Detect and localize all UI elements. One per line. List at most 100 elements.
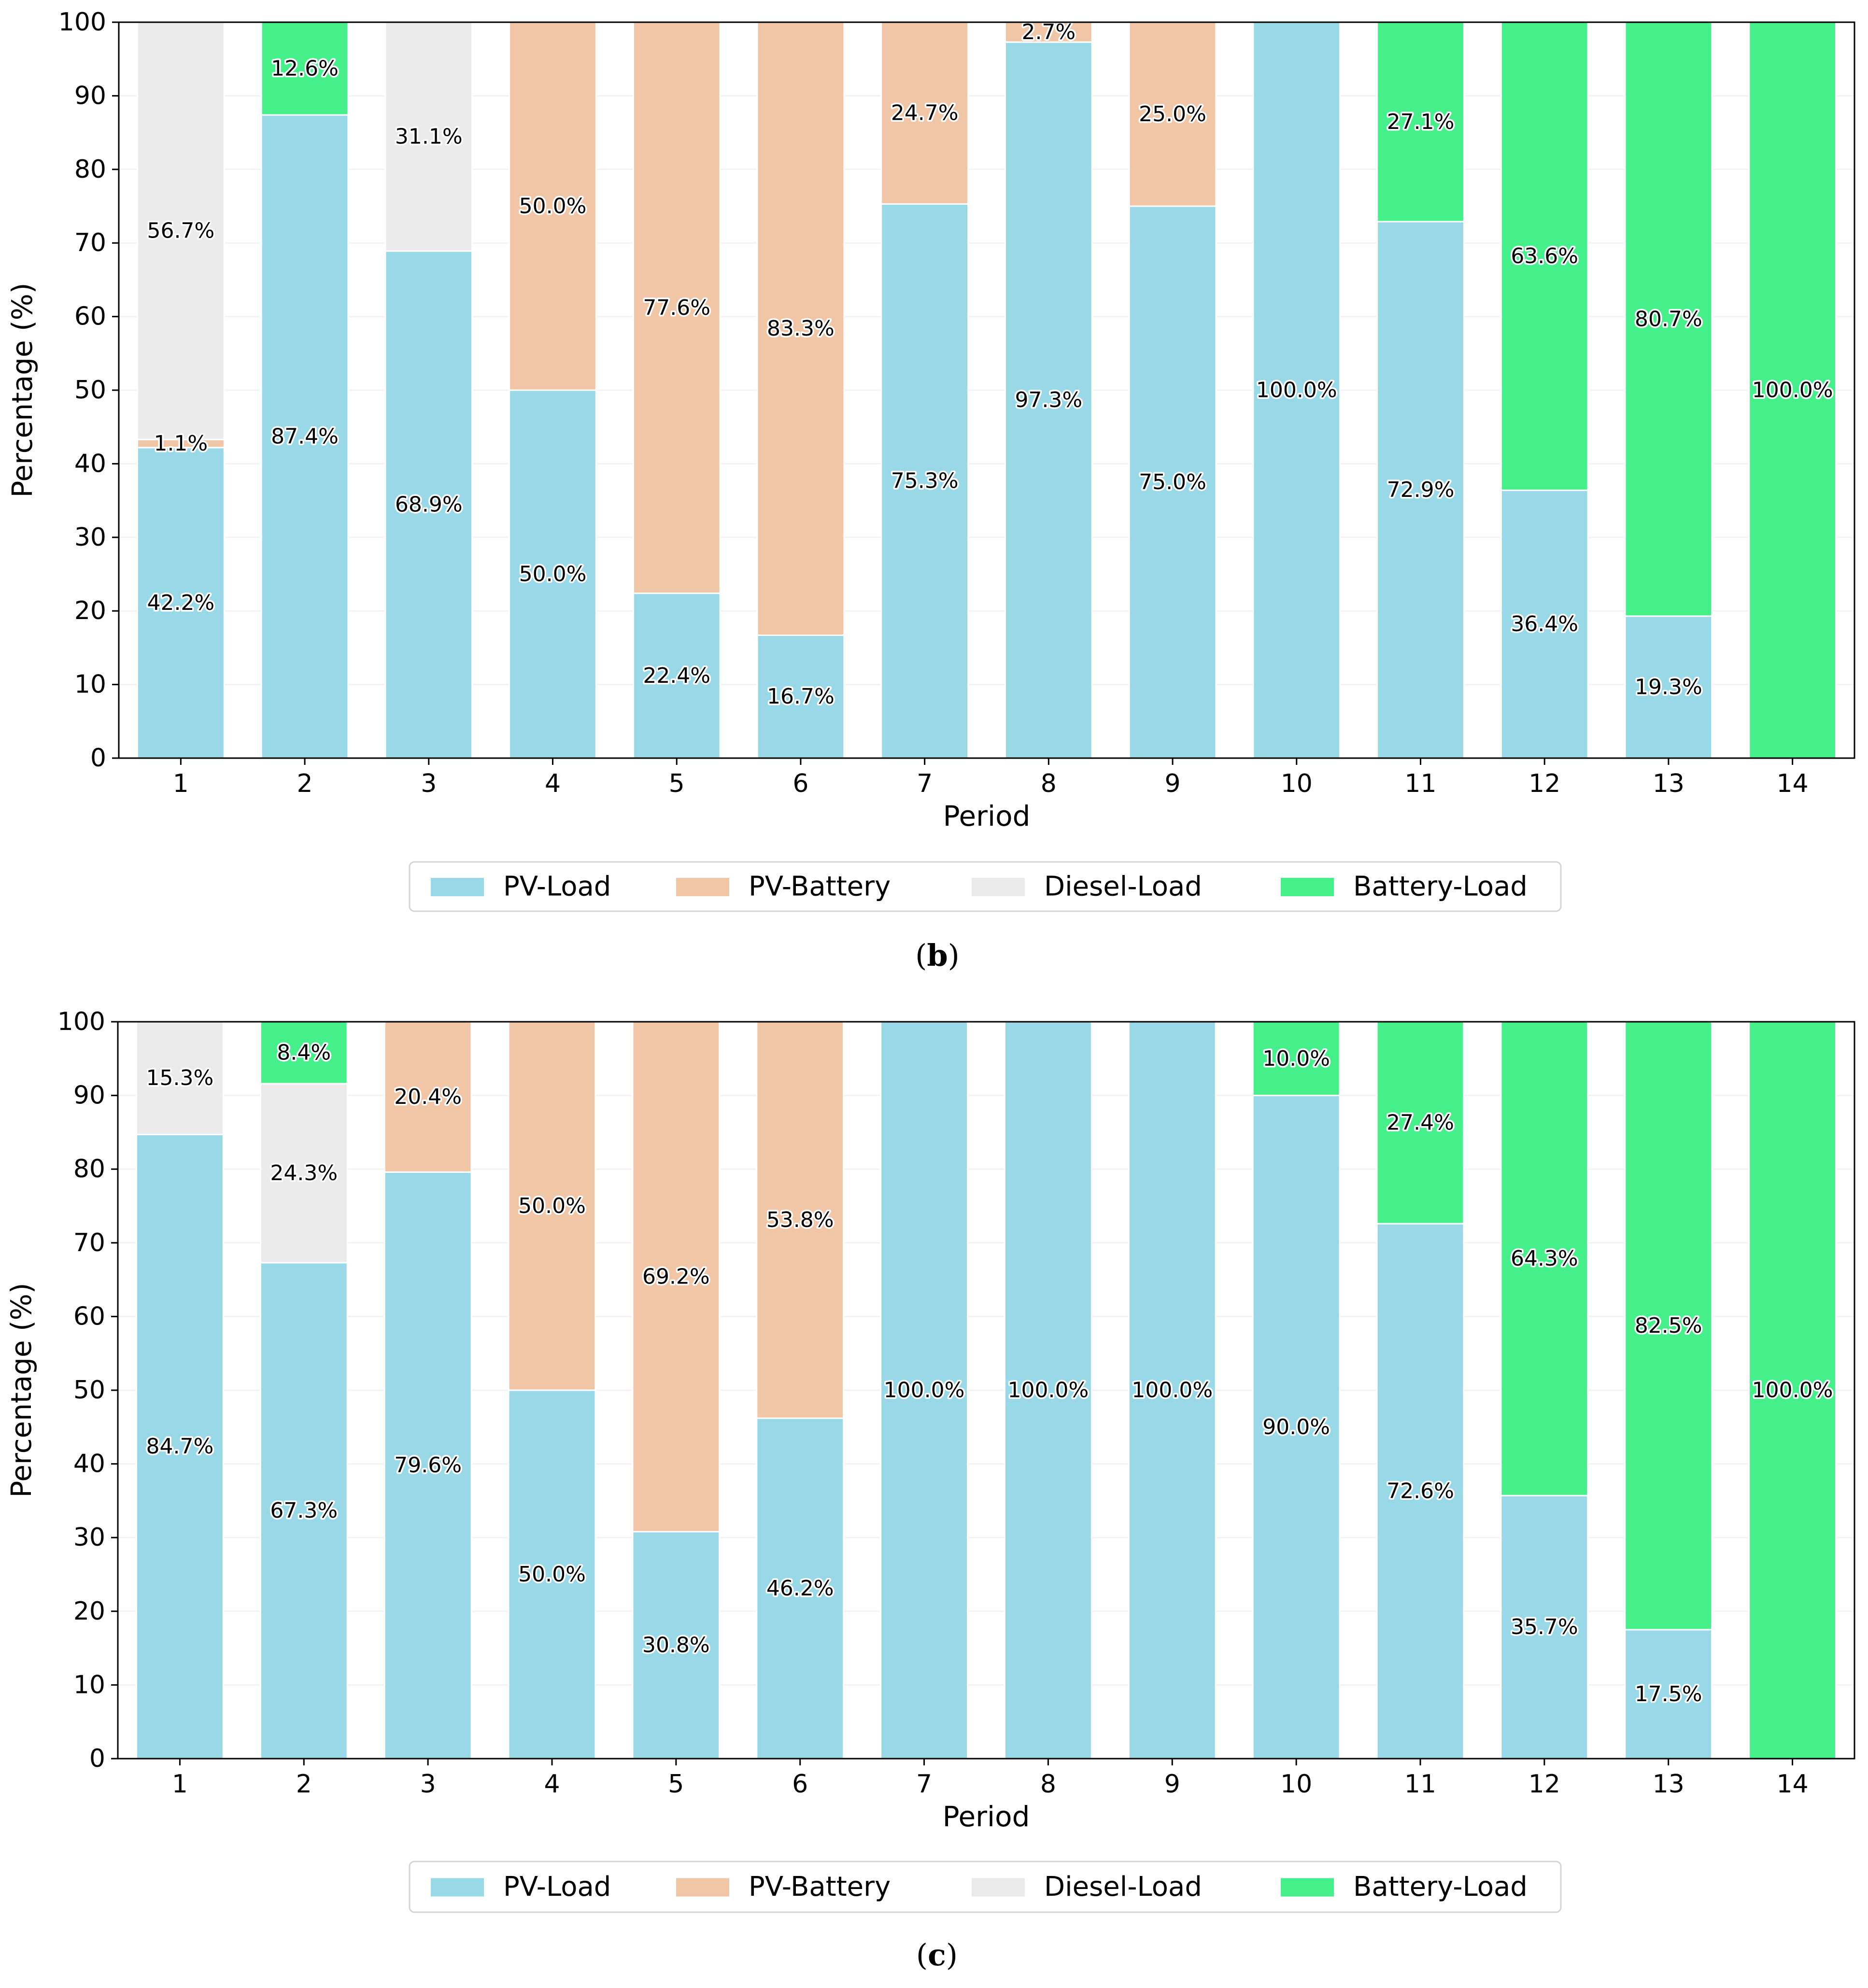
legend-item-diesel-load[interactable]: Diesel-Load — [972, 871, 1202, 902]
bar-pv-load-period-8[interactable] — [1004, 1021, 1092, 1760]
y-tick-label: 40 — [73, 1450, 105, 1479]
legend-item-battery-load[interactable]: Battery-Load — [1281, 1871, 1528, 1903]
bar-pv-load-period-3[interactable] — [384, 250, 473, 759]
data-label: 35.7% — [1511, 1615, 1578, 1639]
bar-battery-load-period-14[interactable] — [1748, 21, 1837, 759]
y-tick-label: 70 — [73, 1228, 105, 1257]
bar-pv-load-period-2[interactable] — [259, 1262, 348, 1760]
y-tick-label: 20 — [73, 1597, 105, 1626]
bar-pv-battery-period-6[interactable] — [756, 21, 845, 636]
data-label: 19.3% — [1635, 675, 1702, 699]
y-tick-label: 10 — [73, 1670, 105, 1699]
bar-pv-battery-period-4[interactable] — [508, 1021, 596, 1391]
bar-pv-load-period-6[interactable] — [756, 1417, 845, 1760]
data-label: 50.0% — [519, 562, 587, 587]
x-tick-label: 13 — [1653, 1770, 1684, 1799]
x-tick-label: 3 — [420, 1770, 436, 1799]
legend-item-pv-battery[interactable]: PV-Battery — [676, 1871, 891, 1903]
data-label: 68.9% — [395, 492, 463, 517]
legend-label: PV-Battery — [749, 871, 891, 902]
x-tick-label: 11 — [1404, 1770, 1436, 1799]
data-label: 50.0% — [518, 1194, 586, 1218]
bar-pv-battery-period-9[interactable] — [1128, 21, 1217, 207]
data-label: 100.0% — [884, 1378, 965, 1403]
bar-pv-load-period-10[interactable] — [1252, 1095, 1341, 1760]
bar-pv-load-period-12[interactable] — [1500, 489, 1589, 759]
x-tick-label: 13 — [1653, 769, 1684, 798]
data-label: 24.7% — [891, 101, 959, 126]
legend-label: PV-Battery — [749, 1871, 891, 1903]
x-tick-label: 8 — [1040, 1770, 1056, 1799]
legend-item-pv-load[interactable]: PV-Load — [431, 871, 611, 902]
x-tick-label: 9 — [1164, 1770, 1180, 1799]
bar-battery-load-period-2[interactable] — [260, 21, 349, 116]
bar-pv-load-period-13[interactable] — [1624, 1629, 1713, 1760]
panel-caption: (b) — [915, 938, 960, 973]
bar-pv-load-period-12[interactable] — [1500, 1495, 1589, 1760]
legend-item-battery-load[interactable]: Battery-Load — [1281, 871, 1528, 902]
bar-battery-load-period-12[interactable] — [1500, 21, 1589, 491]
bar-pv-load-period-13[interactable] — [1624, 615, 1713, 759]
bar-pv-battery-period-4[interactable] — [509, 21, 597, 391]
x-axis-title: Period — [943, 800, 1031, 832]
y-tick-label: 80 — [74, 155, 106, 184]
legend-item-pv-load[interactable]: PV-Load — [431, 1871, 611, 1903]
bar-pv-battery-period-3[interactable] — [383, 1021, 472, 1173]
y-axis-title: Percentage (%) — [5, 1283, 38, 1497]
y-tick-label: 10 — [74, 670, 106, 699]
y-tick-label: 60 — [74, 302, 106, 331]
legend-swatch — [972, 878, 1025, 896]
bar-diesel-load-period-1[interactable] — [136, 1021, 224, 1135]
x-tick-label: 4 — [544, 1770, 560, 1799]
data-label: 50.0% — [518, 1562, 586, 1587]
y-axis-title: Percentage (%) — [6, 282, 39, 497]
bar-pv-load-period-5[interactable] — [632, 592, 721, 759]
bar-pv-load-period-6[interactable] — [756, 634, 845, 759]
legend-swatch — [972, 1878, 1025, 1897]
bar-pv-battery-period-7[interactable] — [880, 21, 969, 205]
bar-battery-load-period-12[interactable] — [1500, 1021, 1589, 1496]
y-tick-label: 90 — [74, 81, 106, 110]
bar-pv-battery-period-8[interactable] — [1005, 21, 1093, 43]
data-label: 97.3% — [1015, 388, 1082, 412]
legend: PV-Load PV-Battery Diesel-Load Battery-Load — [409, 861, 1562, 912]
y-tick-label: 80 — [73, 1155, 105, 1184]
bar-battery-load-period-2[interactable] — [259, 1021, 348, 1085]
bar-pv-load-period-1[interactable] — [137, 447, 225, 759]
y-tick-label: 0 — [90, 744, 106, 773]
bar-battery-load-period-13[interactable] — [1624, 21, 1713, 617]
bar-pv-battery-period-5[interactable] — [632, 21, 721, 594]
data-label: 100.0% — [1752, 1378, 1833, 1403]
bar-diesel-load-period-3[interactable] — [384, 21, 473, 252]
bar-pv-load-period-4[interactable] — [509, 389, 597, 759]
bar-pv-battery-period-5[interactable] — [632, 1021, 721, 1533]
bar-diesel-load-period-2[interactable] — [259, 1083, 348, 1264]
legend-label: Diesel-Load — [1044, 871, 1202, 902]
legend-item-diesel-load[interactable]: Diesel-Load — [972, 1871, 1202, 1903]
x-tick-label: 6 — [792, 769, 808, 798]
data-label: 90.0% — [1262, 1415, 1330, 1439]
bar-battery-load-period-14[interactable] — [1748, 1021, 1837, 1760]
bar-pv-load-period-11[interactable] — [1376, 221, 1465, 759]
bar-battery-load-period-13[interactable] — [1624, 1021, 1713, 1631]
data-label: 53.8% — [766, 1208, 834, 1232]
data-label: 12.6% — [271, 56, 339, 81]
data-label: 15.3% — [146, 1066, 214, 1090]
bar-pv-load-period-8[interactable] — [1005, 41, 1093, 759]
data-label: 84.7% — [146, 1434, 214, 1459]
data-label: 25.0% — [1139, 102, 1206, 127]
legend-item-pv-battery[interactable]: PV-Battery — [676, 871, 891, 902]
y-tick-label: 40 — [74, 449, 106, 478]
bar-pv-load-period-2[interactable] — [260, 114, 349, 759]
bar-pv-load-period-4[interactable] — [508, 1389, 596, 1760]
data-label: 27.1% — [1387, 110, 1455, 134]
bar-battery-load-period-11[interactable] — [1376, 1021, 1465, 1225]
data-label: 17.5% — [1635, 1682, 1702, 1706]
bar-pv-load-period-10[interactable] — [1252, 21, 1341, 759]
legend-swatch — [676, 1878, 729, 1897]
data-label: 72.6% — [1387, 1479, 1454, 1504]
y-tick-label: 100 — [57, 1007, 105, 1036]
data-label: 75.3% — [891, 469, 959, 493]
y-tick-label: 20 — [74, 596, 106, 625]
bar-diesel-load-period-1[interactable] — [137, 21, 225, 440]
